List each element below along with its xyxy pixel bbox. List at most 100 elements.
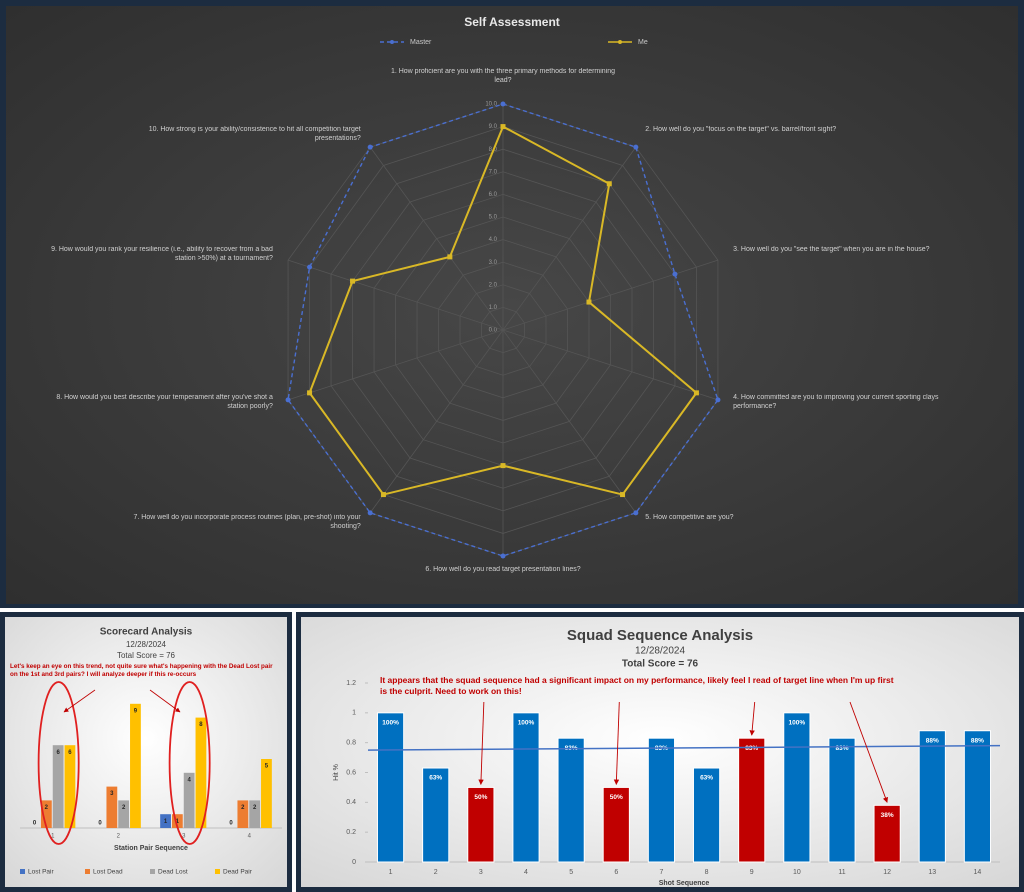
annotation-arrow (478, 701, 485, 785)
radial-tick-label: 4.0 (489, 237, 498, 243)
bar (64, 745, 76, 828)
radial-tick-label: 7.0 (489, 169, 498, 175)
x-tick-label: 2 (117, 834, 121, 840)
point (367, 510, 373, 516)
y-tick-label: 0 (352, 859, 356, 866)
point (620, 492, 626, 498)
x-tick-label: 10 (793, 869, 801, 876)
highlight-ellipse (37, 681, 80, 845)
y-axis-title: Hit % (333, 764, 340, 781)
point (307, 390, 313, 396)
legend-marker (618, 40, 622, 44)
point (500, 553, 506, 559)
legend-label: Lost Pair (28, 869, 54, 876)
point (367, 144, 373, 150)
spoke (287, 329, 504, 401)
point (715, 397, 721, 403)
bar (557, 737, 585, 863)
point (380, 492, 386, 498)
point (500, 463, 506, 469)
axis-label: 10. How strong is your ability/consisten… (148, 125, 361, 142)
point (350, 278, 356, 284)
scorecard-panel (5, 617, 287, 887)
data-label: 50% (474, 794, 487, 801)
chart-title: Scorecard Analysis (100, 627, 193, 638)
spoke (369, 146, 504, 331)
data-label: 63% (700, 775, 713, 782)
chart-title: Self Assessment (464, 15, 560, 29)
data-label: 2 (122, 805, 126, 811)
point (633, 510, 639, 516)
axis-label-box: 1. How proficient are you with the three… (390, 68, 616, 84)
point (500, 101, 506, 107)
data-label: 4 (187, 777, 191, 783)
point (672, 271, 678, 277)
annotation-arrow (749, 701, 756, 736)
axis-label: 5. How competitive are you? (645, 514, 734, 522)
point (500, 124, 506, 130)
radial-tick-label: 6.0 (489, 192, 498, 198)
legend-swatch (85, 869, 90, 874)
y-tick-label: 0.4 (346, 799, 356, 806)
x-axis-title: Station Pair Sequence (114, 845, 188, 852)
axis-label: 2. How well do you "focus on the target"… (645, 125, 837, 133)
data-label: 83% (745, 745, 758, 752)
data-label: 38% (881, 812, 894, 819)
data-label: 2 (241, 805, 245, 811)
axis-label: 1. How proficient are you with the three… (390, 68, 616, 84)
y-tick-label: 1 (352, 710, 356, 717)
annotation-arrow (849, 701, 888, 803)
legend-swatch (20, 869, 25, 874)
data-label: 83% (835, 745, 848, 752)
axis-label-box: 5. How competitive are you? (645, 514, 734, 522)
bar (195, 717, 207, 828)
bar (261, 759, 272, 828)
data-label: 88% (971, 737, 984, 744)
point (285, 397, 291, 403)
radial-tick-label: 2.0 (489, 282, 498, 288)
axis-label-box: 7. How well do you incorporate process r… (134, 514, 361, 530)
data-label: 63% (429, 775, 442, 782)
bar (237, 800, 249, 828)
data-label: 0 (98, 821, 102, 827)
legend-marker (390, 40, 394, 44)
axis-label-box: 4. How committed are you to improving yo… (733, 394, 938, 410)
point (307, 264, 313, 270)
data-label: 6 (56, 750, 60, 756)
x-tick-label: 8 (705, 869, 709, 876)
x-tick-label: 6 (614, 869, 618, 876)
bar (828, 737, 856, 863)
bar (130, 703, 141, 828)
data-label: 5 (265, 764, 269, 770)
data-label: 8 (199, 722, 203, 728)
bar (40, 800, 52, 828)
bar (52, 745, 64, 828)
data-label: 3 (110, 791, 114, 797)
x-tick-label: 14 (974, 869, 982, 876)
legend-label: Me (638, 39, 648, 46)
radial-tick-label: 10.0 (485, 102, 497, 108)
bar (249, 800, 261, 828)
data-label: 0 (229, 821, 233, 827)
data-label: 88% (926, 737, 939, 744)
x-tick-label: 3 (182, 834, 186, 840)
data-label: 2 (253, 805, 257, 811)
bar (106, 786, 118, 828)
spoke (502, 146, 637, 331)
x-tick-label: 3 (479, 869, 483, 876)
point (586, 299, 592, 305)
x-tick-label: 9 (750, 869, 754, 876)
y-tick-label: 1.2 (346, 680, 356, 687)
spoke (287, 259, 504, 331)
x-tick-label: 12 (883, 869, 891, 876)
y-tick-label: 0.2 (346, 829, 356, 836)
y-tick-label: 0.8 (346, 740, 356, 747)
bar (918, 730, 946, 863)
bar (183, 772, 195, 828)
annotation-box: It appears that the squad sequence had a… (380, 675, 894, 696)
data-label: 100% (382, 720, 399, 727)
radial-tick-label: 0.0 (489, 328, 498, 334)
bar (118, 800, 130, 828)
spoke (502, 329, 637, 514)
x-tick-label: 2 (434, 869, 438, 876)
